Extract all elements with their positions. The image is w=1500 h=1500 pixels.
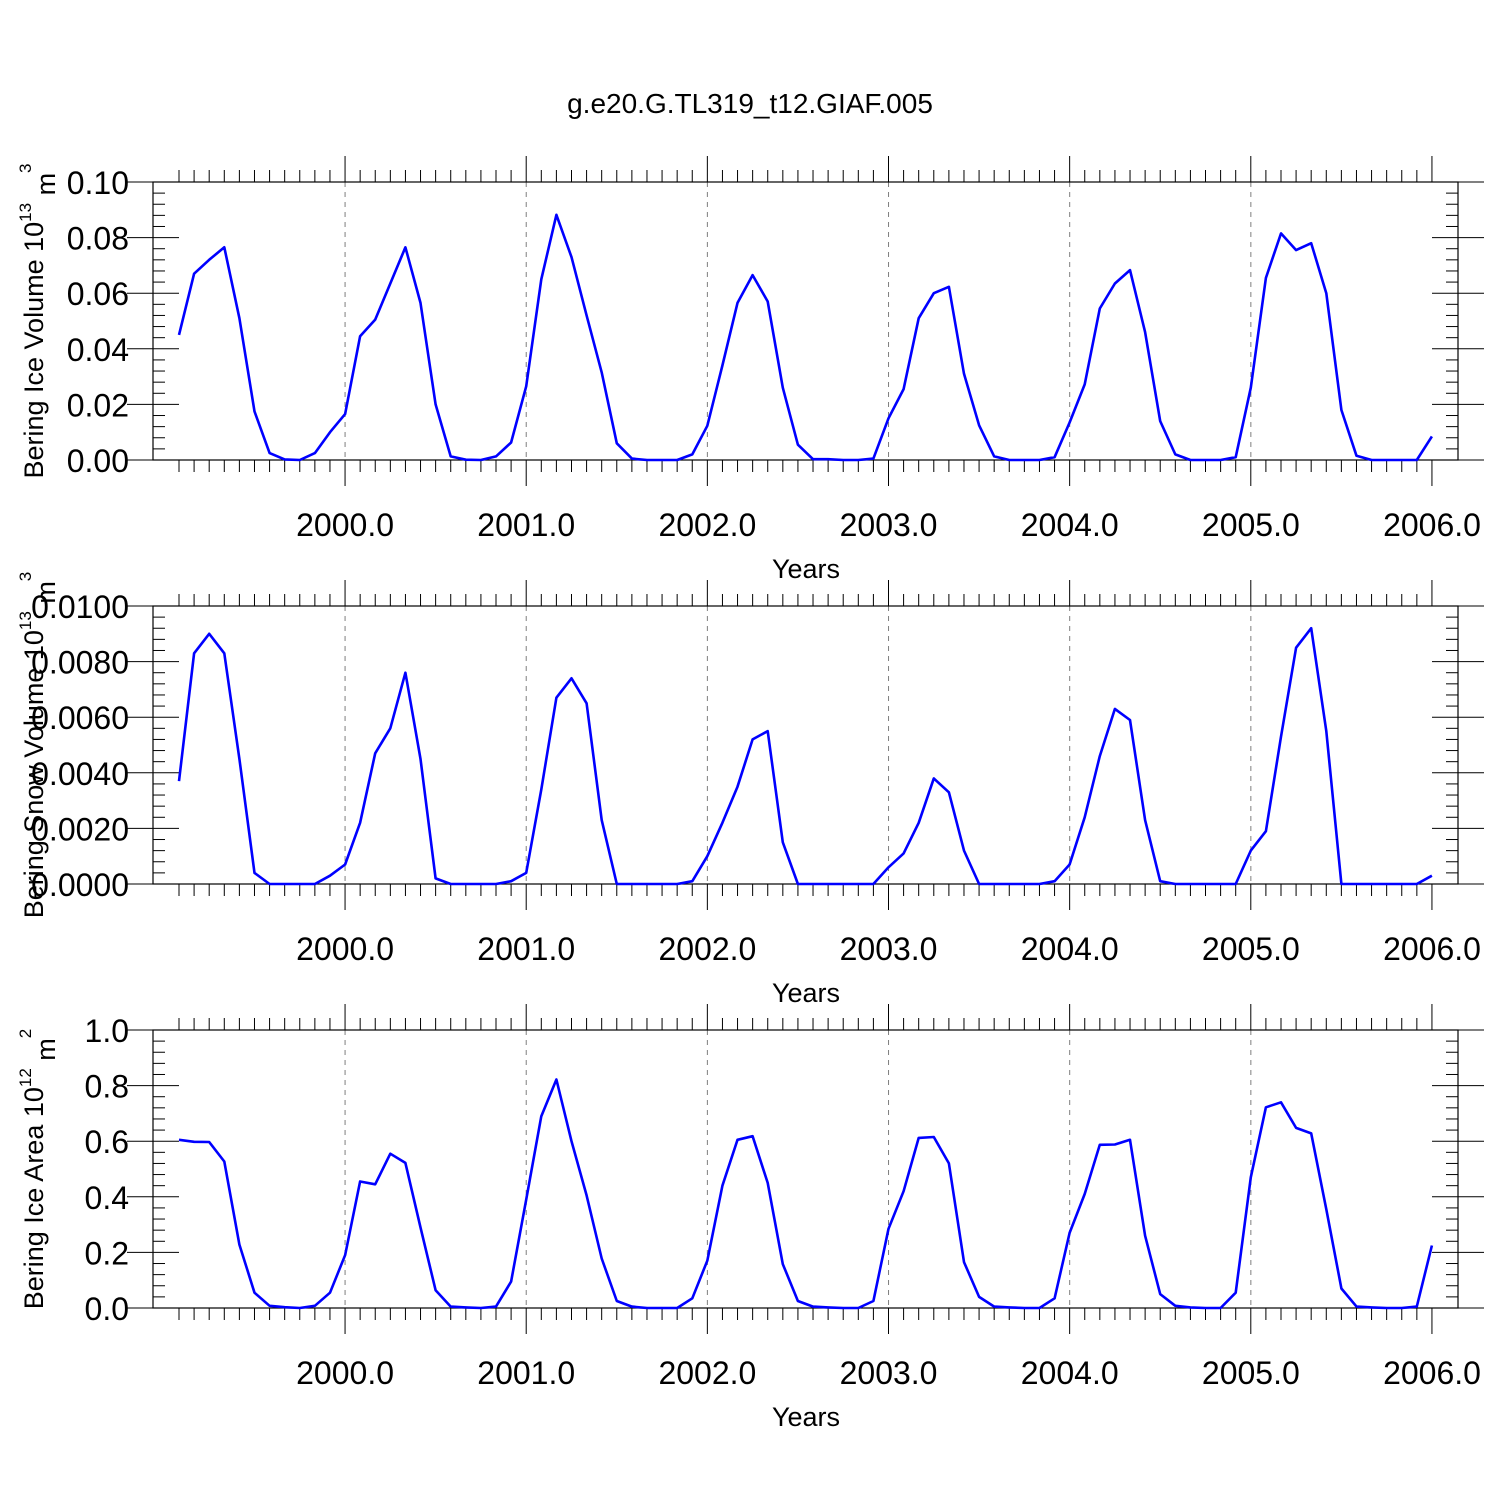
y-tick-label: 0.06 — [67, 276, 129, 312]
x-tick-label: 2003.0 — [840, 507, 938, 543]
y-axis-label-ylabel-exp: 13 — [16, 611, 35, 630]
y-axis-label: Bering Ice Area 1012 m2 — [16, 1029, 61, 1310]
x-tick-label: 2003.0 — [840, 931, 938, 967]
y-tick-label: 0.0 — [85, 1291, 129, 1327]
x-tick-label: 2001.0 — [477, 931, 575, 967]
x-tick-label: 2002.0 — [658, 1355, 756, 1391]
y-axis-label-ylabel-exp: 13 — [16, 203, 35, 222]
x-tick-label: 2005.0 — [1202, 507, 1300, 543]
y-axis-label-ylabel-unit-exp: 3 — [16, 572, 35, 581]
figure-title: g.e20.G.TL319_t12.GIAF.005 — [567, 88, 933, 119]
y-tick-label: 0.00 — [67, 443, 129, 479]
y-tick-label: 0.0080 — [31, 645, 129, 681]
y-axis-label-ylabel-main: Bering Ice Area 10 — [19, 1087, 49, 1309]
x-tick-label: 2005.0 — [1202, 931, 1300, 967]
y-tick-label: 0.08 — [67, 221, 129, 257]
x-tick-label: 2004.0 — [1021, 931, 1119, 967]
y-axis-label: Bering Ice Volume 1013 m3 — [16, 163, 61, 478]
x-tick-label: 2006.0 — [1383, 507, 1481, 543]
x-tick-label: 2001.0 — [477, 1355, 575, 1391]
y-axis-label-ylabel-unit: m — [31, 1038, 61, 1068]
y-tick-label: 1.0 — [85, 1013, 129, 1049]
plot-frame — [152, 605, 1459, 885]
x-axis-label: Years — [772, 978, 840, 1008]
series-line — [177, 626, 1433, 886]
x-tick-label: 2000.0 — [296, 507, 394, 543]
x-axis-label: Years — [772, 554, 840, 584]
y-tick-label: 0.04 — [67, 332, 129, 368]
y-axis-label-ylabel-unit-exp: 3 — [16, 163, 35, 172]
x-tick-label: 2006.0 — [1383, 1355, 1481, 1391]
x-tick-label: 2001.0 — [477, 507, 575, 543]
y-axis-label-ylabel-main: Bering Snow Volume 10 — [19, 630, 49, 918]
x-tick-label: 2005.0 — [1202, 1355, 1300, 1391]
y-tick-label: 0.0040 — [31, 756, 129, 792]
y-tick-label: 0.0100 — [31, 589, 129, 625]
x-tick-label: 2004.0 — [1021, 507, 1119, 543]
y-axis-label-ylabel-unit: m — [31, 173, 61, 203]
y-axis-label-ylabel-unit-exp: 2 — [16, 1029, 35, 1038]
y-tick-label: 0.0020 — [31, 811, 129, 847]
y-tick-label: 0.8 — [85, 1069, 129, 1105]
series-line — [177, 213, 1433, 462]
y-axis-label: Bering Snow Volume 1013 m3 — [16, 572, 61, 919]
x-tick-label: 2003.0 — [840, 1355, 938, 1391]
y-axis-label-ylabel-unit: m — [31, 581, 61, 611]
y-tick-label: 0.10 — [67, 165, 129, 201]
series-line — [178, 1078, 1434, 1310]
y-axis-label-ylabel-main: Bering Ice Volume 10 — [19, 222, 49, 479]
x-tick-label: 2000.0 — [296, 1355, 394, 1391]
x-tick-label: 2002.0 — [658, 507, 756, 543]
y-axis-label-ylabel-exp: 12 — [16, 1068, 35, 1087]
plot-frame — [152, 181, 1459, 461]
y-tick-label: 0.6 — [85, 1124, 129, 1160]
x-axis-label: Years — [772, 1402, 840, 1432]
x-tick-label: 2000.0 — [296, 931, 394, 967]
y-tick-label: 0.2 — [85, 1235, 129, 1271]
x-tick-label: 2004.0 — [1021, 1355, 1119, 1391]
x-tick-label: 2002.0 — [658, 931, 756, 967]
plot-frame — [152, 1029, 1459, 1309]
x-tick-label: 2006.0 — [1383, 931, 1481, 967]
y-tick-label: 0.0000 — [31, 867, 129, 903]
y-tick-label: 0.4 — [85, 1180, 129, 1216]
y-tick-label: 0.0060 — [31, 700, 129, 736]
y-tick-label: 0.02 — [67, 387, 129, 423]
